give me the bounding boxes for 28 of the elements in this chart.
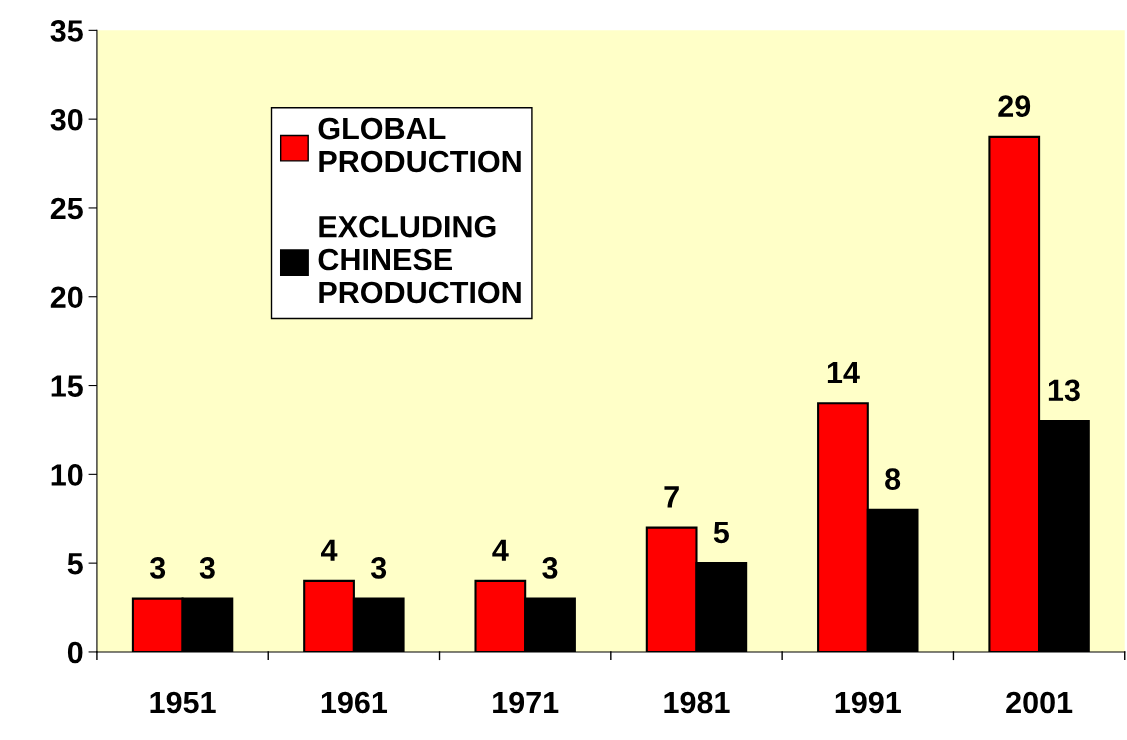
legend-label: GLOBAL PRODUCTION [318,117,521,173]
y-tick-label: 10 [51,464,83,486]
y-tick-label: 20 [50,286,83,309]
x-tick-label: 1951 [150,691,216,714]
y-tick-label: 5 [67,553,83,575]
y-tick-label: 0 [67,641,83,664]
data-label: 29 [998,95,1031,117]
x-tick-label: 1981 [664,691,730,714]
data-label: 4 [321,539,338,561]
x-tick-label: 2001 [1006,691,1073,714]
data-label: 3 [370,557,387,579]
data-label: 7 [664,486,679,508]
legend-label: EXCLUDING CHINESE PRODUCTION [318,215,521,304]
y-tick-label: 30 [50,108,83,131]
data-label: 8 [885,468,901,490]
data-label: 13 [1048,379,1080,402]
data-label: 14 [827,362,860,384]
data-label: 4 [492,539,509,561]
y-tick-label: 15 [51,375,83,397]
data-label: 5 [713,521,729,544]
y-tick-label: 35 [50,20,83,42]
x-tick-label: 1991 [835,691,901,714]
x-tick-label: 1971 [493,691,559,714]
data-label: 3 [542,557,558,579]
x-tick-label: 1961 [321,691,388,714]
y-tick-label: 25 [50,197,83,220]
data-label: 3 [199,557,215,579]
data-label: 3 [149,557,166,579]
